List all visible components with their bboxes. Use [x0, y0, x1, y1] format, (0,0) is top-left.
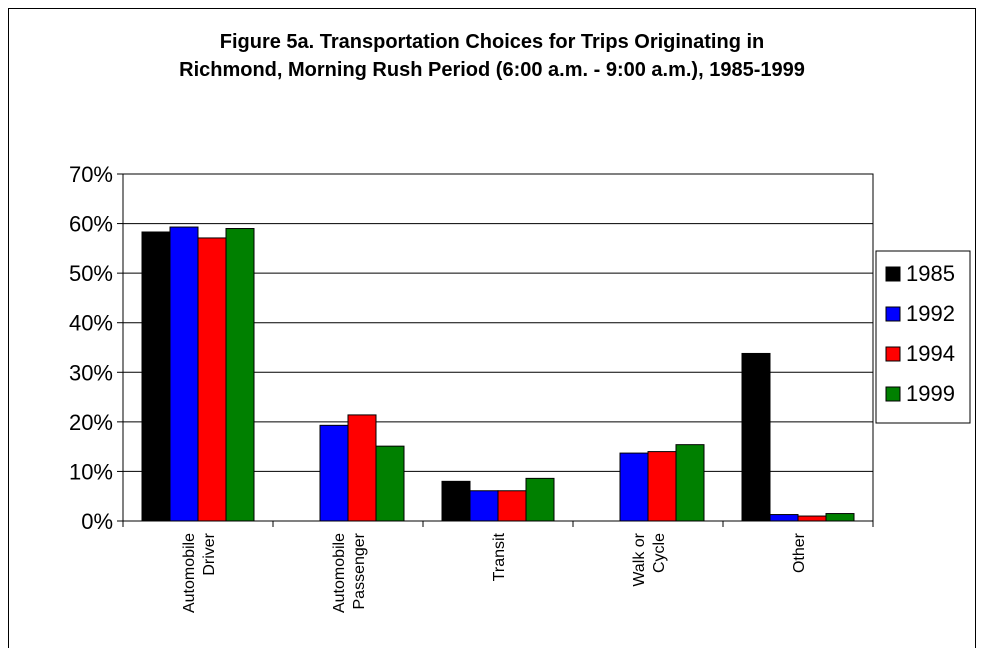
y-tick-label: 30%	[69, 360, 113, 385]
bars	[141, 226, 855, 522]
bar-1992-1	[319, 424, 349, 522]
chart-title-line-1: Figure 5a. Transportation Choices for Tr…	[219, 31, 765, 53]
y-tick-label: 60%	[69, 212, 113, 237]
legend-label-1985: 1985	[906, 261, 955, 286]
bar-1992-3	[619, 452, 649, 522]
y-tick-label: 40%	[69, 311, 113, 336]
x-tick-label: Passenger	[351, 532, 368, 609]
x-tick-label: Other	[791, 532, 808, 573]
y-tick-label: 10%	[69, 459, 113, 484]
bar-1999-3	[675, 444, 705, 522]
bar-1992-4	[769, 514, 799, 522]
bar-1985-2	[441, 480, 471, 522]
chart-title: Figure 5a. Transportation Choices for Tr…	[8, 28, 976, 84]
legend-swatch-1999	[885, 386, 901, 402]
plot-area	[122, 173, 874, 522]
y-tick-label: 70%	[69, 162, 113, 187]
bar-1994-0	[197, 237, 227, 522]
bar-1999-0	[225, 228, 255, 522]
bar-1992-0	[169, 226, 199, 522]
legend-label-1992: 1992	[906, 301, 955, 326]
x-tick-label: Walk or	[631, 532, 648, 586]
bar-1999-1	[375, 445, 405, 522]
legend-swatch-1985	[885, 266, 901, 282]
x-tick-label: Automobile	[331, 533, 348, 613]
bar-1994-1	[347, 414, 377, 522]
bar-1994-4	[797, 515, 827, 522]
x-axis-tick-labels: Automobile Driver Automobile Passenger Trans…	[181, 532, 808, 613]
bar-1999-2	[525, 477, 555, 522]
legend-label-1994: 1994	[906, 341, 955, 366]
legend-swatch-1992	[885, 306, 901, 322]
bar-1985-0	[141, 231, 171, 522]
bar-1994-2	[497, 490, 527, 522]
axes	[117, 173, 874, 527]
bar-1992-2	[469, 490, 499, 522]
y-tick-label: 50%	[69, 261, 113, 286]
x-tick-label: Automobile	[181, 533, 198, 613]
x-tick-label: Transit	[491, 532, 508, 581]
legend-label-1999: 1999	[906, 381, 955, 406]
y-tick-label: 0%	[81, 509, 113, 534]
y-tick-label: 20%	[69, 410, 113, 435]
chart-title-line-2: Richmond, Morning Rush Period (6:00 a.m.…	[179, 59, 805, 81]
chart-frame	[8, 8, 976, 648]
bar-1999-4	[825, 513, 855, 522]
x-tick-label: Driver	[201, 532, 218, 575]
y-axis-tick-labels: 0% 10% 20% 30% 40% 50% 60% 70%	[69, 162, 113, 534]
x-tick-label: Cycle	[651, 533, 668, 573]
legend: 1985 1992 1994 1999	[875, 250, 971, 424]
bar-1985-4	[741, 352, 771, 522]
bar-1994-3	[647, 451, 677, 522]
legend-swatch-1994	[885, 346, 901, 362]
